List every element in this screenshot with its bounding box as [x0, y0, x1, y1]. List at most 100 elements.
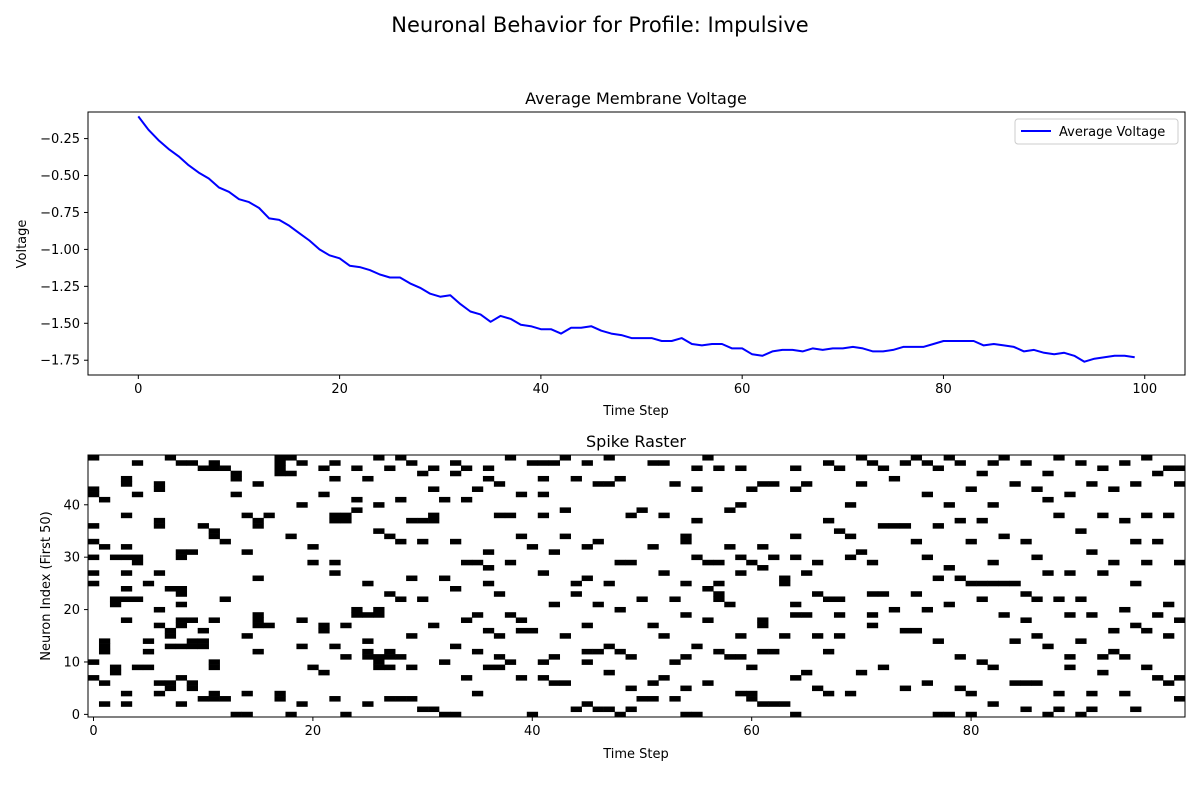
spike-cell: [1020, 591, 1032, 597]
spike-cell: [131, 554, 144, 561]
spike-cell: [406, 633, 418, 639]
spike-cell: [625, 512, 637, 519]
spike-cell: [1042, 470, 1054, 477]
spike-cell: [241, 633, 253, 639]
spike-cell: [614, 559, 626, 566]
spike-cell: [208, 696, 220, 702]
spike-cell: [98, 643, 111, 650]
spike-cell: [340, 517, 352, 524]
spike-cell: [230, 711, 242, 718]
spike-cell: [779, 633, 791, 639]
spike-cell: [768, 701, 780, 707]
spike-cell: [1108, 648, 1120, 655]
spike-cell: [702, 680, 714, 686]
spike-cell: [450, 643, 462, 650]
spike-cell: [482, 549, 495, 555]
spike-cell: [471, 612, 484, 618]
spike-cell: [88, 538, 100, 545]
spike-cell: [1031, 486, 1043, 492]
voltage-axes-frame: [87, 111, 1186, 376]
spike-cell: [866, 559, 879, 566]
spike-cell: [351, 496, 363, 503]
spike-cell: [384, 654, 396, 660]
voltage-y-tick-label: −1.00: [40, 243, 80, 258]
spike-cell: [1075, 460, 1087, 466]
spike-cell: [197, 643, 209, 650]
figure-suptitle: Neuronal Behavior for Profile: Impulsive: [391, 13, 808, 37]
spike-cell: [285, 470, 297, 477]
spike-cell: [1053, 706, 1065, 713]
spike-cell: [186, 638, 198, 644]
spike-cell: [735, 465, 747, 472]
spike-cell: [1064, 612, 1076, 618]
spike-cell: [98, 680, 111, 686]
spike-cell: [417, 538, 429, 545]
spike-cell: [790, 533, 802, 540]
spike-cell: [164, 633, 177, 639]
spike-cell: [274, 690, 286, 697]
spike-cell: [976, 580, 988, 587]
spike-cell: [603, 706, 615, 713]
spike-cell: [1020, 706, 1032, 713]
spike-cell: [636, 596, 648, 603]
spike-cell: [175, 591, 188, 597]
raster-x-axis-label: Time Step: [602, 747, 669, 762]
spike-cell: [757, 544, 769, 550]
spike-cell: [1130, 481, 1142, 487]
raster-y-tick-label: 0: [72, 708, 80, 723]
spike-cell: [515, 617, 528, 623]
spike-cell: [713, 465, 725, 472]
spike-cell: [252, 481, 264, 487]
spike-cell: [318, 622, 330, 629]
spike-cell: [175, 460, 188, 466]
spike-cell: [1119, 690, 1131, 697]
raster-y-axis-label: Neuron Index (First 50): [39, 511, 54, 660]
spike-cell: [790, 554, 802, 561]
voltage-ticks-layer: 0 20 40 60 80 100 −0.25 −0.50 −0.75 −1.00 −1.25 −1.…: [40, 132, 1157, 397]
spike-cell: [735, 570, 747, 576]
spike-cell: [537, 460, 550, 466]
spike-cell: [702, 559, 714, 566]
spike-cell: [307, 559, 319, 566]
spike-cell: [417, 470, 429, 477]
spike-cell: [329, 517, 341, 524]
spike-cell: [1130, 622, 1142, 629]
spike-cell: [647, 460, 659, 466]
spike-cell: [1163, 680, 1175, 686]
spike-cell: [153, 690, 166, 697]
spike-cell: [428, 706, 440, 713]
spike-cell: [910, 591, 923, 597]
spike-cell: [735, 502, 747, 508]
spike-cell: [329, 475, 341, 482]
spike-cell: [362, 654, 374, 660]
spike-cell: [428, 517, 440, 524]
spike-cell: [1020, 538, 1032, 545]
spike-cell: [1174, 696, 1186, 702]
spike-cell: [504, 559, 517, 566]
spike-cell: [987, 701, 999, 707]
spike-cell: [197, 638, 209, 644]
spike-cell: [109, 669, 122, 676]
spike-cell: [153, 570, 166, 576]
spike-cell: [482, 627, 495, 634]
spike-cell: [373, 606, 385, 613]
spike-cell: [844, 533, 857, 540]
spike-cell: [406, 517, 418, 524]
spike-cell: [1053, 455, 1065, 461]
spike-cell: [680, 654, 692, 660]
spike-cell: [208, 533, 220, 540]
spike-cell: [603, 669, 615, 676]
voltage-x-tick-label: 80: [935, 382, 952, 397]
spike-cell: [559, 680, 571, 686]
spike-cell: [1152, 470, 1164, 477]
spike-cell: [362, 701, 374, 707]
spike-cell: [88, 486, 100, 492]
spike-cell: [1031, 554, 1043, 561]
spike-cell: [1174, 675, 1186, 681]
spike-cell: [921, 680, 933, 686]
spike-cell: [340, 654, 352, 660]
spike-cell: [428, 622, 440, 629]
spike-cell: [768, 481, 780, 487]
spike-cell: [329, 559, 341, 566]
spike-cell: [329, 570, 341, 576]
